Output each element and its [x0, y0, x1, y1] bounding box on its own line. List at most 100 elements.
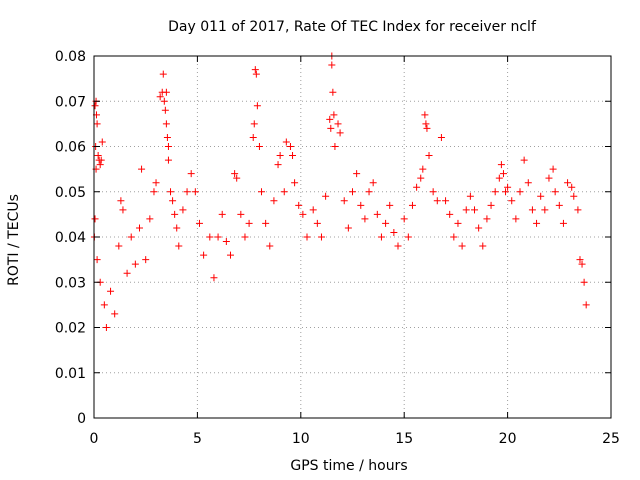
data-point — [187, 170, 195, 178]
data-point — [329, 88, 337, 96]
y-tick-label: 0.08 — [55, 49, 86, 65]
data-point — [252, 70, 260, 78]
data-point — [167, 188, 175, 196]
data-point — [559, 219, 567, 227]
data-point — [241, 233, 249, 241]
data-point — [576, 256, 584, 264]
data-point — [429, 188, 437, 196]
data-point — [233, 174, 241, 182]
data-point — [317, 233, 325, 241]
data-point — [91, 102, 99, 110]
data-point — [361, 215, 369, 223]
data-point — [251, 66, 259, 74]
data-point — [419, 165, 427, 173]
data-point — [142, 256, 150, 264]
data-point — [91, 215, 99, 223]
y-tick-label: 0.05 — [55, 185, 86, 201]
data-point — [549, 165, 557, 173]
data-point — [97, 156, 105, 164]
data-point — [390, 228, 398, 236]
data-point — [504, 183, 512, 191]
y-tick-label: 0.02 — [55, 321, 86, 337]
data-point — [386, 201, 394, 209]
data-point — [210, 274, 218, 282]
y-tick-label: 0.01 — [55, 366, 86, 382]
data-point — [169, 197, 177, 205]
data-point — [327, 124, 335, 132]
data-point — [408, 201, 416, 209]
data-point — [330, 111, 338, 119]
x-tick-label: 20 — [499, 431, 517, 447]
data-point — [471, 206, 479, 214]
data-point — [164, 143, 172, 150]
data-point — [171, 210, 179, 218]
x-tick-label: 10 — [292, 431, 310, 447]
data-point — [127, 233, 135, 241]
data-point — [340, 197, 348, 205]
data-point — [373, 210, 381, 218]
data-point — [568, 183, 576, 191]
data-point — [179, 206, 187, 214]
data-point — [564, 179, 572, 187]
data-point — [495, 174, 503, 182]
data-point — [365, 188, 373, 196]
data-point — [231, 170, 239, 178]
plot-frame — [93, 55, 612, 419]
data-point — [309, 206, 317, 214]
data-point — [537, 192, 545, 200]
data-point — [382, 219, 390, 227]
data-point — [206, 233, 214, 241]
data-point — [487, 201, 495, 209]
data-point — [289, 152, 297, 160]
data-point — [502, 188, 510, 196]
data-point — [545, 174, 553, 182]
data-point — [160, 97, 168, 105]
data-point — [437, 133, 445, 141]
data-point — [98, 138, 106, 146]
x-tick-label: 0 — [90, 431, 99, 447]
data-point — [164, 156, 172, 164]
data-point — [115, 242, 123, 250]
data-point — [466, 192, 474, 200]
data-point — [446, 210, 454, 218]
data-point — [258, 188, 266, 196]
data-point — [250, 120, 258, 128]
data-point — [322, 192, 330, 200]
data-point — [497, 161, 505, 169]
data-point — [245, 219, 253, 227]
data-point — [173, 224, 181, 232]
data-point — [282, 138, 290, 146]
data-point — [218, 210, 226, 218]
data-point — [479, 242, 487, 250]
data-point — [299, 210, 307, 218]
data-point — [303, 233, 311, 241]
data-point — [131, 260, 139, 268]
data-point — [195, 219, 203, 227]
data-point — [123, 269, 131, 277]
data-point — [119, 206, 127, 214]
data-point — [462, 206, 470, 214]
data-point — [214, 233, 222, 241]
data-point — [516, 188, 524, 196]
data-point — [512, 215, 520, 223]
data-point — [578, 260, 586, 268]
data-point — [93, 256, 101, 264]
data-point — [237, 210, 245, 218]
data-point — [425, 152, 433, 160]
data-point — [150, 188, 158, 196]
data-point — [570, 192, 578, 200]
axis-ticks: 0 0.01 0.02 0.03 0.04 0.05 0.06 0.07 0.08 0 5 10 15 2… — [55, 49, 620, 447]
data-point — [400, 215, 408, 223]
data-point — [353, 170, 361, 178]
data-point — [334, 120, 342, 128]
data-point — [442, 197, 450, 205]
data-point — [344, 224, 352, 232]
data-point — [161, 106, 169, 114]
data-point — [93, 120, 101, 128]
y-tick-label: 0 — [77, 411, 86, 427]
data-point — [163, 133, 171, 141]
data-point — [499, 170, 507, 178]
data-point — [475, 224, 483, 232]
x-axis-label: GPS time / hours — [290, 458, 407, 474]
